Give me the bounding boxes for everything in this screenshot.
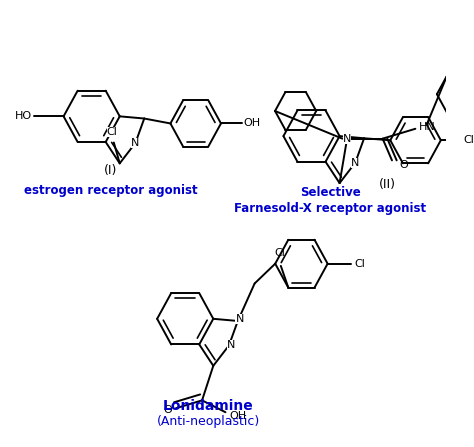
Text: N: N: [351, 158, 359, 168]
Text: Cl: Cl: [355, 259, 365, 269]
Text: estrogen receptor agonist: estrogen receptor agonist: [24, 184, 197, 197]
Text: (II): (II): [379, 178, 396, 191]
Text: N: N: [343, 134, 351, 143]
Text: Cl: Cl: [107, 127, 118, 137]
Text: OH: OH: [229, 411, 246, 421]
Text: HN: HN: [419, 122, 436, 132]
Text: Cl: Cl: [274, 248, 285, 258]
Text: N: N: [236, 314, 244, 324]
Text: N: N: [131, 138, 139, 148]
Text: O: O: [400, 160, 408, 170]
Text: (Anti-neoplastic): (Anti-neoplastic): [157, 415, 260, 428]
Text: Farnesold-X receptor agonist: Farnesold-X receptor agonist: [234, 202, 426, 215]
Text: N: N: [227, 341, 235, 350]
Text: OH: OH: [244, 118, 261, 128]
Text: Cl: Cl: [463, 135, 474, 145]
Text: O: O: [164, 405, 172, 415]
Text: Lonidamine: Lonidamine: [163, 399, 254, 413]
Text: (I): (I): [104, 164, 117, 177]
Text: HO: HO: [15, 111, 32, 121]
Text: Selective: Selective: [300, 186, 361, 199]
